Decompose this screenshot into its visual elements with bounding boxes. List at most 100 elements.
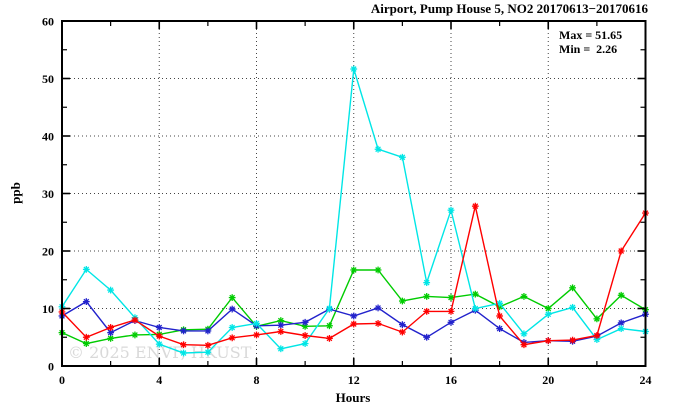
marker-green-h22 — [593, 315, 601, 323]
marker-stroke — [448, 207, 454, 214]
marker-red-h15 — [423, 307, 431, 315]
marker-red-h10 — [301, 332, 309, 339]
marker-cyan-h2 — [107, 286, 115, 294]
marker-red-h18 — [496, 312, 504, 320]
marker-stroke — [107, 287, 114, 293]
marker-stroke — [618, 325, 625, 332]
plot-border — [61, 20, 647, 367]
chart-title: Airport, Pump House 5, NO2 20170613−2017… — [371, 1, 649, 16]
marker-stroke — [448, 308, 454, 315]
marker-blue-h7 — [228, 305, 236, 313]
marker-stroke — [496, 325, 503, 332]
marker-red-h17 — [471, 202, 479, 210]
marker-stroke — [375, 320, 381, 327]
marker-red-h20 — [544, 337, 552, 345]
y-tick-label-50: 50 — [42, 72, 54, 86]
marker-stroke — [302, 340, 308, 347]
x-tick-label-0: 0 — [59, 373, 65, 387]
marker-stroke — [350, 66, 357, 72]
marker-stroke — [302, 319, 308, 326]
marker-stroke — [423, 293, 430, 300]
marker-red-h12 — [350, 320, 358, 328]
marker-stroke — [107, 329, 114, 336]
y-tick-label-20: 20 — [42, 245, 54, 259]
marker-blue-h4 — [155, 324, 163, 331]
y-tick-label-40: 40 — [42, 130, 54, 144]
marker-cyan-h8 — [253, 320, 260, 327]
marker-stroke — [83, 340, 90, 347]
marker-stroke — [83, 298, 90, 305]
marker-cyan-h11 — [326, 305, 333, 312]
marker-stroke — [399, 298, 406, 304]
marker-stroke — [107, 324, 114, 331]
marker-cyan-h23 — [617, 325, 625, 333]
marker-green-h1 — [82, 340, 90, 347]
x-tick-label-4: 4 — [156, 373, 162, 387]
marker-stroke — [156, 341, 163, 348]
marker-cyan-h7 — [228, 324, 236, 331]
marker-cyan-h13 — [374, 145, 382, 153]
marker-red-h9 — [277, 328, 285, 335]
marker-blue-h16 — [447, 318, 455, 326]
chart-canvas: 0 4 8 12 16 20 24 0 10 20 30 40 50 60 — [42, 15, 652, 388]
marker-green-h12 — [350, 266, 358, 274]
marker-red-h7 — [228, 334, 236, 342]
series-cyan-line — [61, 68, 646, 354]
marker-stroke — [618, 320, 625, 326]
marker-stroke — [496, 313, 503, 319]
marker-stroke — [375, 146, 381, 153]
marker-stroke — [569, 304, 576, 311]
marker-green-h23 — [617, 291, 625, 299]
marker-red-h11 — [326, 335, 333, 342]
marker-blue-h18 — [496, 325, 504, 333]
marker-blue-h6 — [204, 327, 212, 335]
marker-green-h20 — [544, 305, 552, 312]
marker-stroke — [132, 317, 138, 323]
marker-cyan-h16 — [447, 206, 455, 214]
marker-green-h17 — [471, 290, 479, 298]
marker-stroke — [277, 328, 284, 335]
marker-stroke — [83, 334, 90, 341]
marker-cyan-h15 — [423, 279, 431, 287]
marker-stroke — [156, 324, 163, 331]
marker-blue-h14 — [398, 321, 406, 328]
marker-stroke — [326, 322, 333, 329]
max-value-annotation: Max = 51.65 — [559, 28, 622, 42]
marker-stroke — [205, 342, 211, 349]
marker-red-h14 — [398, 328, 406, 336]
marker-stroke — [350, 321, 357, 327]
marker-stroke — [472, 305, 479, 312]
marker-stroke — [375, 267, 381, 273]
marker-green-h19 — [520, 293, 528, 300]
marker-stroke — [326, 335, 333, 342]
marker-stroke — [180, 350, 187, 356]
marker-green-h16 — [447, 294, 455, 301]
marker-stroke — [545, 305, 552, 312]
y-tick-label-60: 60 — [42, 15, 54, 29]
marker-green-h7 — [228, 294, 236, 301]
marker-red-h21 — [569, 336, 576, 344]
marker-stroke — [229, 294, 236, 301]
marker-stroke — [180, 341, 187, 348]
marker-stroke — [569, 337, 576, 343]
marker-stroke — [326, 305, 333, 312]
marker-blue-h15 — [423, 333, 431, 341]
marker-stroke — [448, 294, 454, 301]
marker-cyan-h19 — [520, 330, 528, 338]
marker-stroke — [399, 321, 406, 328]
marker-stroke — [205, 349, 211, 356]
marker-red-h19 — [520, 341, 528, 349]
marker-cyan-h10 — [301, 340, 309, 347]
marker-cyan-h14 — [398, 153, 406, 161]
marker-stroke — [472, 203, 479, 210]
marker-stroke — [423, 279, 430, 286]
x-tick-label-20: 20 — [542, 373, 554, 387]
marker-stroke — [156, 333, 163, 339]
marker-cyan-h17 — [471, 305, 479, 312]
x-axis-title: Hours — [336, 390, 371, 405]
marker-green-h13 — [374, 266, 382, 274]
marker-stroke — [350, 267, 357, 273]
marker-stroke — [618, 248, 625, 254]
marker-cyan-h21 — [569, 303, 576, 311]
